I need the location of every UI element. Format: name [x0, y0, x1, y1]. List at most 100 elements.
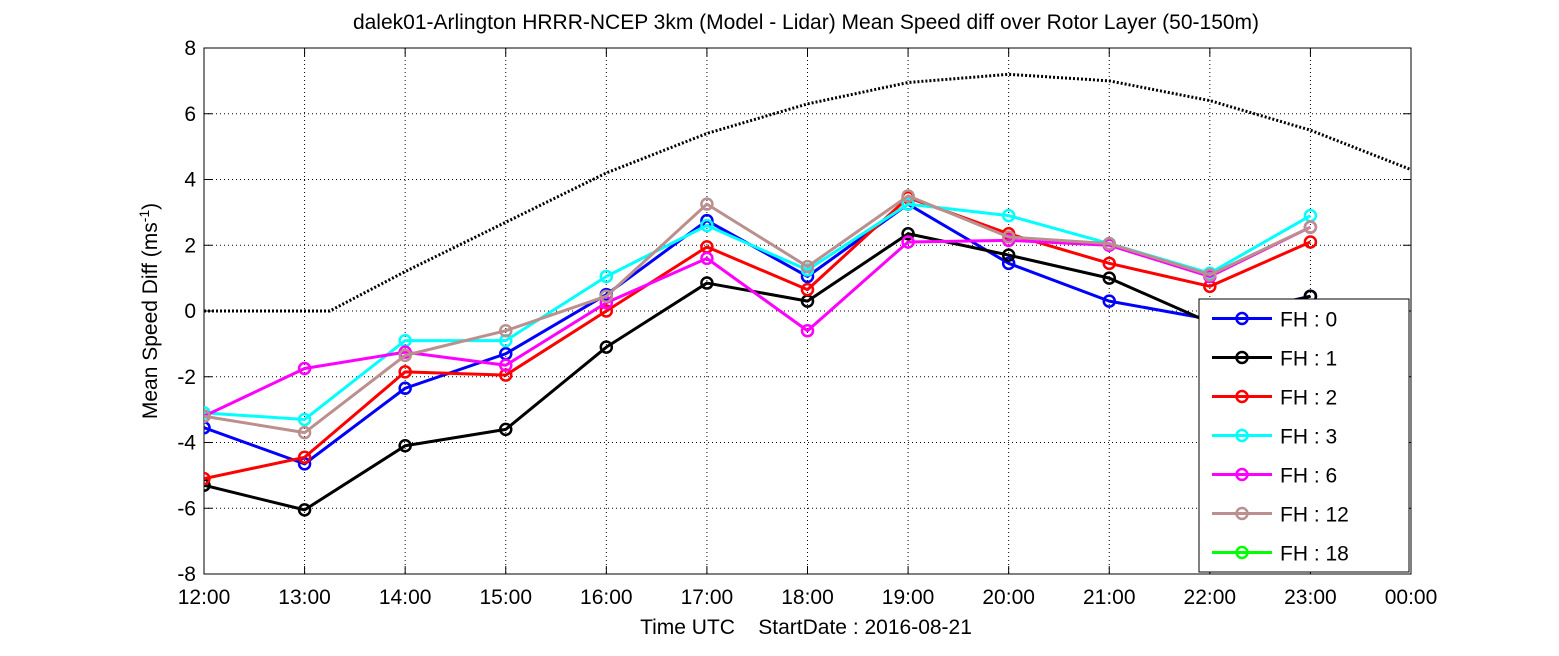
x-axis-label: Time UTC StartDate : 2016-08-21 [640, 616, 972, 639]
data-point [297, 503, 312, 517]
x-tick-labels: 12:00 13:00 14:00 15:00 16:00 17:00 18:00 19:00… [178, 586, 1438, 609]
data-point [1203, 268, 1217, 282]
legend-item: FH : 0 [1212, 309, 1337, 332]
legend-label: FH : 1 [1280, 348, 1337, 371]
y-tick-label: 4 [184, 169, 196, 192]
y-tick-labels: -8 -6 -4 -2 0 2 4 6 8 [177, 37, 196, 586]
data-point [901, 226, 915, 241]
legend-label: FH : 6 [1280, 465, 1337, 488]
x-tick-label: 14:00 [379, 586, 432, 609]
legend-label: FH : 2 [1280, 387, 1337, 410]
x-tick-label: 19:00 [882, 586, 935, 609]
legend-label: FH : 12 [1280, 504, 1349, 527]
data-point [1001, 248, 1016, 262]
data-point [398, 348, 412, 363]
data-point [1001, 230, 1016, 244]
x-tick-label: 16:00 [580, 586, 633, 609]
data-point [204, 420, 211, 435]
data-point [800, 282, 815, 297]
series-line [204, 225, 1312, 418]
reference-curve [204, 72, 1411, 313]
y-tick-label: -2 [177, 366, 196, 389]
series-line [204, 232, 1311, 512]
y-tick-label: -6 [177, 497, 196, 520]
data-point [599, 304, 614, 318]
data-point [398, 381, 412, 396]
data-point [1001, 208, 1016, 223]
data-point [1102, 256, 1116, 271]
chart-title: dalek01-Arlington HRRR-NCEP 3km (Model -… [353, 11, 1259, 34]
data-point [700, 218, 714, 233]
y-tick-label: 2 [184, 234, 196, 257]
data-point [204, 409, 211, 423]
data-point [800, 323, 815, 338]
legend-item: FH : 18 [1212, 543, 1349, 566]
series-line [204, 196, 1312, 481]
legend-label: FH : 3 [1280, 426, 1337, 449]
data-point [901, 197, 915, 211]
legend-marker [1235, 350, 1249, 365]
data-point [1303, 235, 1318, 249]
data-point [700, 197, 714, 211]
legend-marker [1235, 311, 1249, 326]
legend: FH : 0 FH : 1 FH : 2 FH : 3 FH : 6 FH : 12 FH … [1198, 298, 1410, 573]
data-point [499, 358, 513, 372]
legend-marker [1235, 467, 1249, 482]
y-tick-label: -4 [177, 432, 196, 455]
data-point [204, 471, 211, 486]
x-tick-label: 22:00 [1184, 586, 1237, 609]
y-axis-label-end: ) [139, 203, 162, 210]
series-5 [204, 189, 1318, 440]
data-point [599, 269, 614, 284]
data-point [901, 235, 915, 249]
data-layer [204, 72, 1411, 517]
data-point [297, 361, 312, 376]
x-tick-label: 12:00 [178, 586, 231, 609]
x-tick-label: 17:00 [681, 586, 734, 609]
legend-item: FH : 12 [1212, 504, 1349, 527]
legend-item: FH : 6 [1212, 465, 1337, 488]
x-tick-label: 18:00 [781, 586, 834, 609]
y-tick-label: 0 [184, 300, 196, 323]
legend-item: FH : 3 [1212, 426, 1337, 449]
data-point [1102, 294, 1116, 308]
data-point [297, 450, 312, 465]
y-tick-label: 8 [184, 37, 196, 60]
legend-marker [1235, 545, 1249, 560]
legend-label: FH : 18 [1280, 543, 1349, 566]
data-point [599, 289, 614, 303]
data-point [700, 251, 714, 266]
x-tick-label: 13:00 [278, 586, 331, 609]
legend-marker [1235, 506, 1249, 521]
data-point [1303, 220, 1318, 234]
data-point [398, 365, 412, 379]
x-tick-label: 20:00 [982, 586, 1035, 609]
data-point [1102, 271, 1116, 285]
x-tick-label: 23:00 [1284, 586, 1337, 609]
y-axis-label-superscript: -1 [136, 210, 152, 223]
data-point [901, 189, 915, 203]
x-tick-label: 21:00 [1083, 586, 1136, 609]
data-point [800, 259, 815, 274]
y-tick-label: 6 [184, 103, 196, 126]
legend-marker [1235, 389, 1249, 404]
data-point [499, 323, 513, 338]
legend-item: FH : 1 [1212, 348, 1337, 371]
series-line [204, 194, 1312, 435]
y-axis-label-main: Mean Speed Diff (ms [139, 222, 162, 419]
x-tick-label: 15:00 [479, 586, 532, 609]
data-point [398, 439, 412, 453]
data-point [297, 425, 312, 440]
data-point [700, 276, 714, 290]
legend-item: FH : 2 [1212, 387, 1337, 410]
y-axis-label: Mean Speed Diff (ms-1) [136, 203, 162, 419]
data-point [1102, 236, 1116, 251]
x-tick-label: 00:00 [1385, 586, 1438, 609]
y-tick-label: -8 [177, 563, 196, 586]
data-point [297, 412, 312, 427]
data-point [1001, 256, 1016, 271]
data-point [204, 478, 211, 492]
legend-marker [1235, 428, 1249, 443]
data-point [499, 422, 513, 437]
